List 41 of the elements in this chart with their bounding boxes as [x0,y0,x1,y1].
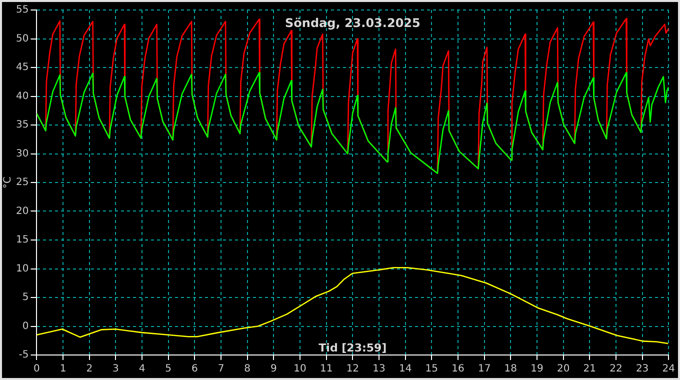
x-tick-label: 14 [398,364,412,375]
y-tick-label: 55 [16,4,29,16]
x-tick-label: 2 [86,364,93,375]
x-tick-label: 20 [556,364,570,375]
y-tick-label: 5 [22,292,29,304]
y-tick-label: 10 [16,263,29,274]
annotation: Tid [23:59] [318,341,387,354]
y-tick-label: 25 [16,177,29,188]
y-axis-title: °C [2,176,14,188]
y-tick-label: 50 [16,33,29,44]
x-tick-label: 0 [34,364,40,375]
x-tick-label: 17 [478,364,491,375]
x-tick-label: 19 [530,364,544,375]
x-tick-label: 5 [165,364,172,375]
x-tick-label: 3 [112,364,119,375]
x-tick-label: 22 [610,364,622,375]
x-tick-label: 16 [452,364,464,375]
x-tick-label: 21 [583,364,596,375]
text: Söndag, 23.03.2025 [285,16,420,30]
x-tick-label: 23 [636,364,649,375]
y-tick-label: 15 [16,234,29,246]
x-tick-label: 4 [138,364,146,375]
y-tick-label: 40 [16,90,29,102]
y-tick-label: 45 [16,62,29,74]
y-tick-label: 30 [16,148,29,160]
y-tick-label: 0 [22,320,29,332]
x-tick-label: 24 [662,364,676,375]
x-tick-label: 15 [425,364,438,375]
x-tick-label: 12 [346,364,360,375]
x-tick-label: 8 [244,364,251,375]
y-tick-label: 20 [16,206,29,217]
y-tick-label: -5 [18,350,29,361]
x-tick-label: 1 [60,364,66,375]
x-tick-label: 6 [192,364,198,375]
x-tick-label: 9 [270,364,277,375]
x-tick-label: 7 [218,364,224,375]
x-tick-label: 11 [320,364,333,375]
x-tick-label: 18 [504,364,518,375]
y-tick-label: 35 [16,120,29,131]
x-tick-label: 10 [294,364,306,375]
x-tick-label: 13 [372,364,386,375]
